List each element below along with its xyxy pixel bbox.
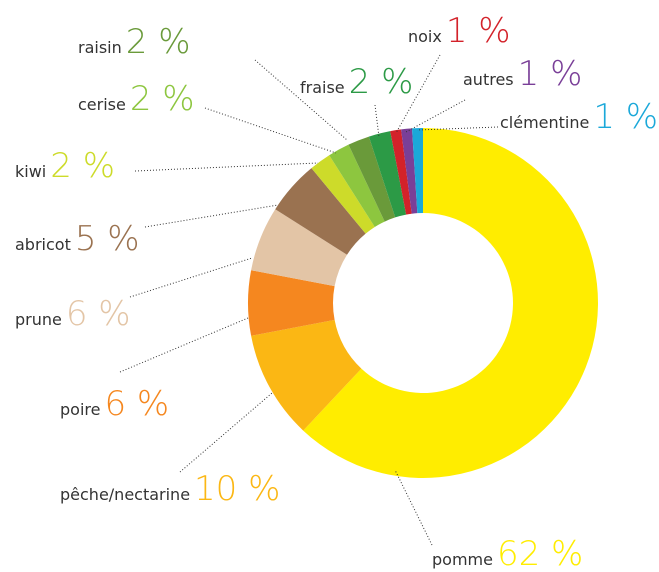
slice [368, 131, 407, 218]
slice [311, 155, 375, 234]
slice [251, 319, 362, 431]
value-label: 10 % [194, 469, 280, 509]
leader-line [204, 107, 337, 154]
slice-label: pêche/nectarine [60, 485, 190, 504]
slice [401, 128, 418, 214]
leader-line [394, 469, 433, 546]
leader-line [129, 257, 253, 298]
value-label: 6 % [66, 294, 131, 334]
slice [248, 270, 335, 336]
value-label: 2 % [130, 79, 195, 119]
value-label: 1 % [593, 97, 658, 137]
leader-line [119, 317, 249, 373]
slice [390, 129, 412, 215]
value-label: 6 % [104, 384, 169, 424]
leader-line [405, 99, 466, 133]
slice-label: pomme [432, 550, 493, 569]
slice-label: prune [15, 310, 62, 329]
slice [348, 136, 396, 222]
leader-line [179, 392, 273, 473]
value-label: 1 % [446, 11, 511, 51]
value-label: 62 % [497, 534, 583, 572]
leader-line [374, 104, 380, 138]
slice-label: noix [408, 27, 442, 46]
slice-label: kiwi [15, 162, 46, 181]
slice-label: poire [60, 400, 100, 419]
slice-label: cerise [78, 95, 126, 114]
leader-line [254, 59, 348, 141]
value-label: 2 % [50, 146, 115, 186]
slice [329, 144, 385, 228]
value-label: 2 % [126, 22, 191, 62]
slice [412, 128, 423, 214]
slice [275, 168, 366, 255]
leader-line [134, 162, 319, 172]
value-label: 2 % [349, 62, 414, 102]
slice-label: raisin [78, 38, 122, 57]
slice-label: fraise [300, 78, 345, 97]
slice-label: abricot [15, 235, 71, 254]
slice-label: autres [463, 70, 514, 89]
leader-line [144, 204, 279, 228]
slice-label: clémentine [500, 113, 589, 132]
slice [303, 128, 598, 479]
value-label: 5 % [75, 219, 140, 259]
value-label: 1 % [518, 54, 583, 94]
slice [251, 209, 348, 287]
